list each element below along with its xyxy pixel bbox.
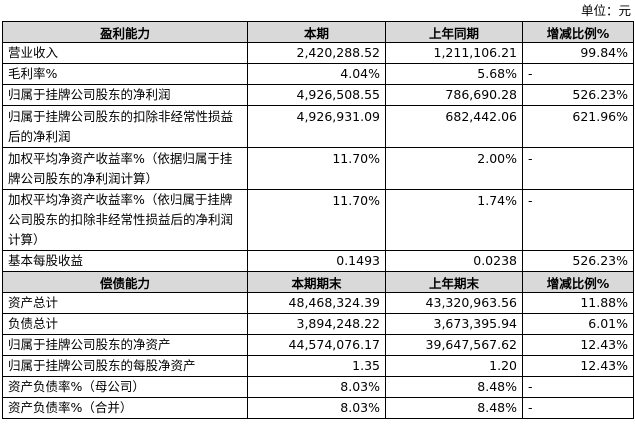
table-row: 营业收入 2,420,288.52 1,211,106.21 99.84%: [2, 42, 634, 64]
current-value: 11.70%: [247, 147, 386, 190]
current-value: 4,926,508.55: [247, 84, 386, 106]
current-value: 48,468,324.39: [247, 292, 386, 314]
prior-value: 8.48%: [385, 376, 523, 398]
header-current: 本期: [247, 21, 386, 43]
change-value: 526.23%: [522, 250, 634, 272]
current-value: 2,420,288.52: [247, 42, 386, 64]
change-value: 6.01%: [522, 313, 634, 335]
table-row: 加权平均净资产收益率%（依据归属于挂牌公司股东的净利润计算） 11.70% 2.…: [2, 147, 634, 190]
current-value: 11.70%: [247, 189, 386, 251]
change-value: 621.96%: [522, 105, 634, 148]
header-solvency: 偿债能力: [2, 271, 248, 293]
row-label: 营业收入: [2, 42, 248, 64]
row-label: 资产负债率%（母公司）: [2, 376, 248, 398]
profit-header-row: 盈利能力 本期 上年同期 增减比例%: [2, 21, 634, 43]
row-label: 资产总计: [2, 292, 248, 314]
table-row: 加权平均净资产收益率%（依归属于挂牌公司股东的扣除非经常性损益后的净利润计算） …: [2, 189, 634, 251]
header-current-end: 本期期末: [247, 271, 386, 293]
prior-value: 682,442.06: [385, 105, 523, 148]
current-value: 3,894,248.22: [247, 313, 386, 335]
table-row: 归属于挂牌公司股东的净资产 44,574,076.17 39,647,567.6…: [2, 334, 634, 356]
current-value: 0.1493: [247, 250, 386, 272]
row-label: 加权平均净资产收益率%（依据归属于挂牌公司股东的净利润计算）: [2, 147, 248, 190]
unit-label: 单位：元: [580, 3, 631, 18]
prior-value: 43,320,963.56: [385, 292, 523, 314]
row-label: 负债总计: [2, 313, 248, 335]
header-prior-end: 上年期末: [385, 271, 523, 293]
change-value: 526.23%: [522, 84, 634, 106]
table-row: 归属于挂牌公司股东的净利润 4,926,508.55 786,690.28 52…: [2, 84, 634, 106]
table-row: 资产负债率%（母公司） 8.03% 8.48% -: [2, 376, 634, 398]
table-row: 毛利率% 4.04% 5.68% -: [2, 63, 634, 85]
current-value: 8.03%: [247, 397, 386, 419]
current-value: 4,926,931.09: [247, 105, 386, 148]
change-value: -: [522, 189, 634, 251]
prior-value: 1,211,106.21: [385, 42, 523, 64]
change-value: 12.43%: [522, 355, 634, 377]
header-change: 增减比例%: [522, 21, 634, 43]
change-value: -: [522, 376, 634, 398]
header-profit: 盈利能力: [2, 21, 248, 43]
current-value: 8.03%: [247, 376, 386, 398]
current-value: 44,574,076.17: [247, 334, 386, 356]
table-row: 基本每股收益 0.1493 0.0238 526.23%: [2, 250, 634, 272]
prior-value: 2.00%: [385, 147, 523, 190]
change-value: -: [522, 147, 634, 190]
table-row: 资产总计 48,468,324.39 43,320,963.56 11.88%: [2, 292, 634, 314]
current-value: 4.04%: [247, 63, 386, 85]
row-label: 资产负债率%（合并）: [2, 397, 248, 419]
prior-value: 786,690.28: [385, 84, 523, 106]
row-label: 加权平均净资产收益率%（依归属于挂牌公司股东的扣除非经常性损益后的净利润计算）: [2, 189, 248, 251]
row-label: 归属于挂牌公司股东的每股净资产: [2, 355, 248, 377]
solvency-header-row: 偿债能力 本期期末 上年期末 增减比例%: [2, 271, 634, 293]
change-value: -: [522, 397, 634, 419]
change-value: 12.43%: [522, 334, 634, 356]
prior-value: 0.0238: [385, 250, 523, 272]
table-row: 归属于挂牌公司股东的每股净资产 1.35 1.20 12.43%: [2, 355, 634, 377]
change-value: 99.84%: [522, 42, 634, 64]
financial-table: 盈利能力 本期 上年同期 增减比例% 营业收入 2,420,288.52 1,2…: [2, 21, 634, 419]
row-label: 基本每股收益: [2, 250, 248, 272]
header-prior: 上年同期: [385, 21, 523, 43]
row-label: 归属于挂牌公司股东的净利润: [2, 84, 248, 106]
row-label: 归属于挂牌公司股东的扣除非经常性损益后的净利润: [2, 105, 248, 148]
row-label: 归属于挂牌公司股东的净资产: [2, 334, 248, 356]
current-value: 1.35: [247, 355, 386, 377]
change-value: 11.88%: [522, 292, 634, 314]
table-row: 负债总计 3,894,248.22 3,673,395.94 6.01%: [2, 313, 634, 335]
prior-value: 5.68%: [385, 63, 523, 85]
prior-value: 1.74%: [385, 189, 523, 251]
prior-value: 1.20: [385, 355, 523, 377]
header-change: 增减比例%: [522, 271, 634, 293]
prior-value: 3,673,395.94: [385, 313, 523, 335]
prior-value: 8.48%: [385, 397, 523, 419]
change-value: -: [522, 63, 634, 85]
table-row: 资产负债率%（合并） 8.03% 8.48% -: [2, 397, 634, 419]
prior-value: 39,647,567.62: [385, 334, 523, 356]
row-label: 毛利率%: [2, 63, 248, 85]
table-row: 归属于挂牌公司股东的扣除非经常性损益后的净利润 4,926,931.09 682…: [2, 105, 634, 148]
